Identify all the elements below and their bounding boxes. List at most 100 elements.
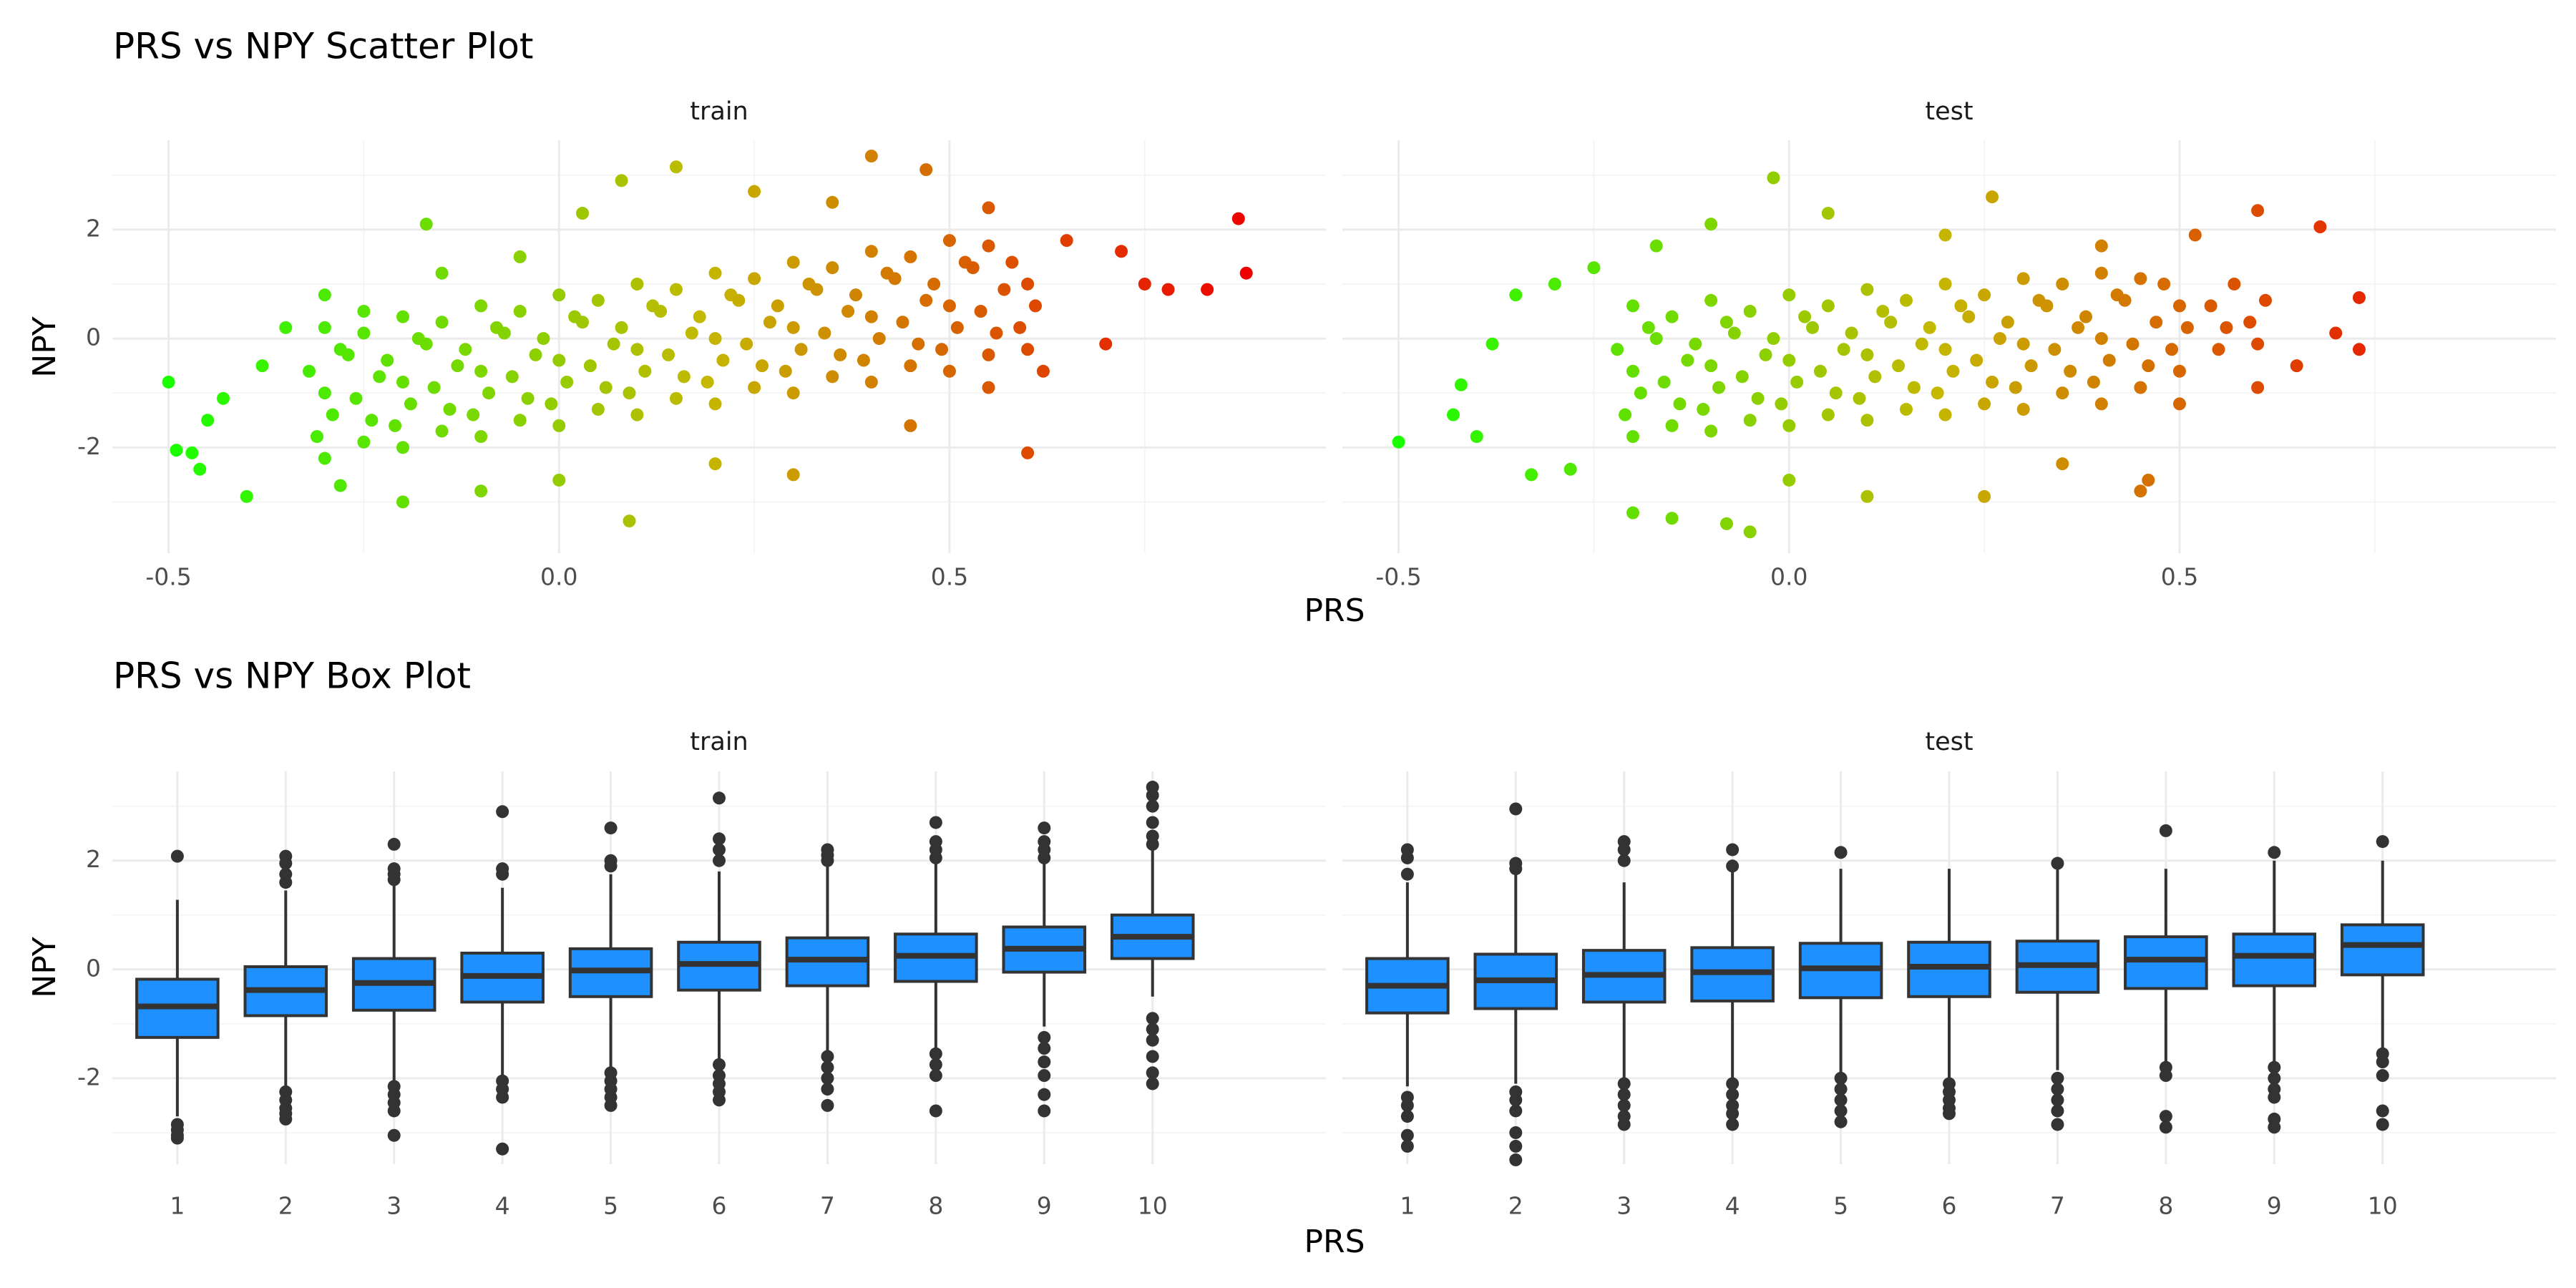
point — [1837, 343, 1850, 356]
outlier — [1146, 816, 1159, 829]
point — [756, 359, 769, 373]
outlier — [2159, 1069, 2172, 1083]
outlier — [1834, 1093, 1848, 1107]
point — [2056, 457, 2069, 471]
point — [2142, 473, 2155, 487]
outlier — [713, 854, 726, 867]
point — [2212, 343, 2225, 356]
outlier — [1617, 854, 1631, 867]
point — [1029, 299, 1043, 313]
point — [1548, 277, 1561, 291]
point — [1986, 375, 1999, 389]
point — [1626, 299, 1639, 313]
point — [2228, 277, 2241, 291]
point — [474, 430, 488, 444]
point — [2087, 375, 2100, 389]
point — [630, 277, 644, 291]
point — [1884, 316, 1898, 329]
point — [357, 435, 371, 449]
point — [654, 305, 668, 318]
x-tick-label: 7 — [2050, 1192, 2065, 1220]
point — [982, 381, 995, 394]
outlier — [1146, 837, 1159, 851]
point — [1775, 397, 1788, 411]
x-tick-label: 3 — [1616, 1192, 1631, 1220]
point — [2001, 316, 2014, 329]
outlier — [1726, 1107, 1740, 1121]
point — [841, 305, 855, 318]
point — [552, 353, 566, 367]
point — [1161, 283, 1175, 296]
x-tick-label: 4 — [1725, 1192, 1740, 1220]
point — [1719, 517, 1733, 530]
outlier — [604, 1098, 618, 1112]
facet-label: test — [1925, 97, 1973, 126]
point — [318, 452, 331, 465]
point — [623, 514, 636, 528]
outlier — [929, 851, 942, 864]
point — [1892, 359, 1906, 373]
point — [2251, 337, 2265, 351]
point — [1751, 391, 1765, 405]
point — [529, 348, 542, 361]
point — [2220, 321, 2233, 334]
point — [740, 337, 753, 351]
point — [591, 403, 605, 416]
point — [1767, 332, 1780, 346]
point — [2102, 353, 2116, 367]
point — [381, 353, 394, 367]
outlier — [1146, 1012, 1159, 1025]
x-tick-label: 10 — [2368, 1192, 2398, 1220]
point — [2126, 337, 2140, 351]
y-tick-label: 2 — [86, 845, 101, 873]
point — [708, 397, 722, 411]
point — [1665, 512, 1679, 525]
outlier — [1400, 1128, 1414, 1142]
outlier — [1834, 846, 1848, 859]
x-tick-label: 8 — [2158, 1192, 2173, 1220]
point — [904, 359, 917, 373]
point — [474, 299, 488, 313]
point — [748, 381, 761, 394]
point — [896, 316, 909, 329]
point — [1899, 403, 1913, 416]
point — [1021, 446, 1035, 459]
point — [1868, 370, 1882, 384]
point — [677, 370, 691, 384]
point — [2290, 359, 2303, 373]
point — [1767, 171, 1780, 185]
point — [513, 414, 527, 427]
outlier — [713, 832, 726, 846]
point — [1470, 430, 1483, 444]
outlier — [279, 1112, 293, 1126]
point — [1201, 283, 1214, 296]
outlier — [1146, 1033, 1159, 1047]
point — [1657, 375, 1671, 389]
point — [974, 305, 987, 318]
point — [2094, 332, 2108, 346]
point — [2009, 381, 2022, 394]
point — [1563, 462, 1577, 476]
point — [786, 321, 800, 334]
point — [216, 391, 230, 405]
point — [669, 160, 683, 174]
x-tick-label: 1 — [1400, 1192, 1415, 1220]
outlier — [821, 1083, 834, 1096]
point — [1938, 228, 1952, 242]
outlier — [387, 837, 401, 851]
point — [826, 370, 839, 384]
point — [607, 337, 620, 351]
outlier — [821, 1050, 834, 1063]
point — [2016, 337, 2030, 351]
point — [2165, 343, 2179, 356]
outlier — [1400, 1139, 1414, 1153]
point — [1611, 343, 1624, 356]
x-tick-label: 2 — [278, 1192, 293, 1220]
point — [1938, 343, 1952, 356]
point — [2172, 364, 2186, 378]
point — [1021, 343, 1035, 356]
point — [2056, 386, 2069, 400]
outlier — [2268, 1060, 2281, 1074]
outlier — [1146, 1050, 1159, 1063]
